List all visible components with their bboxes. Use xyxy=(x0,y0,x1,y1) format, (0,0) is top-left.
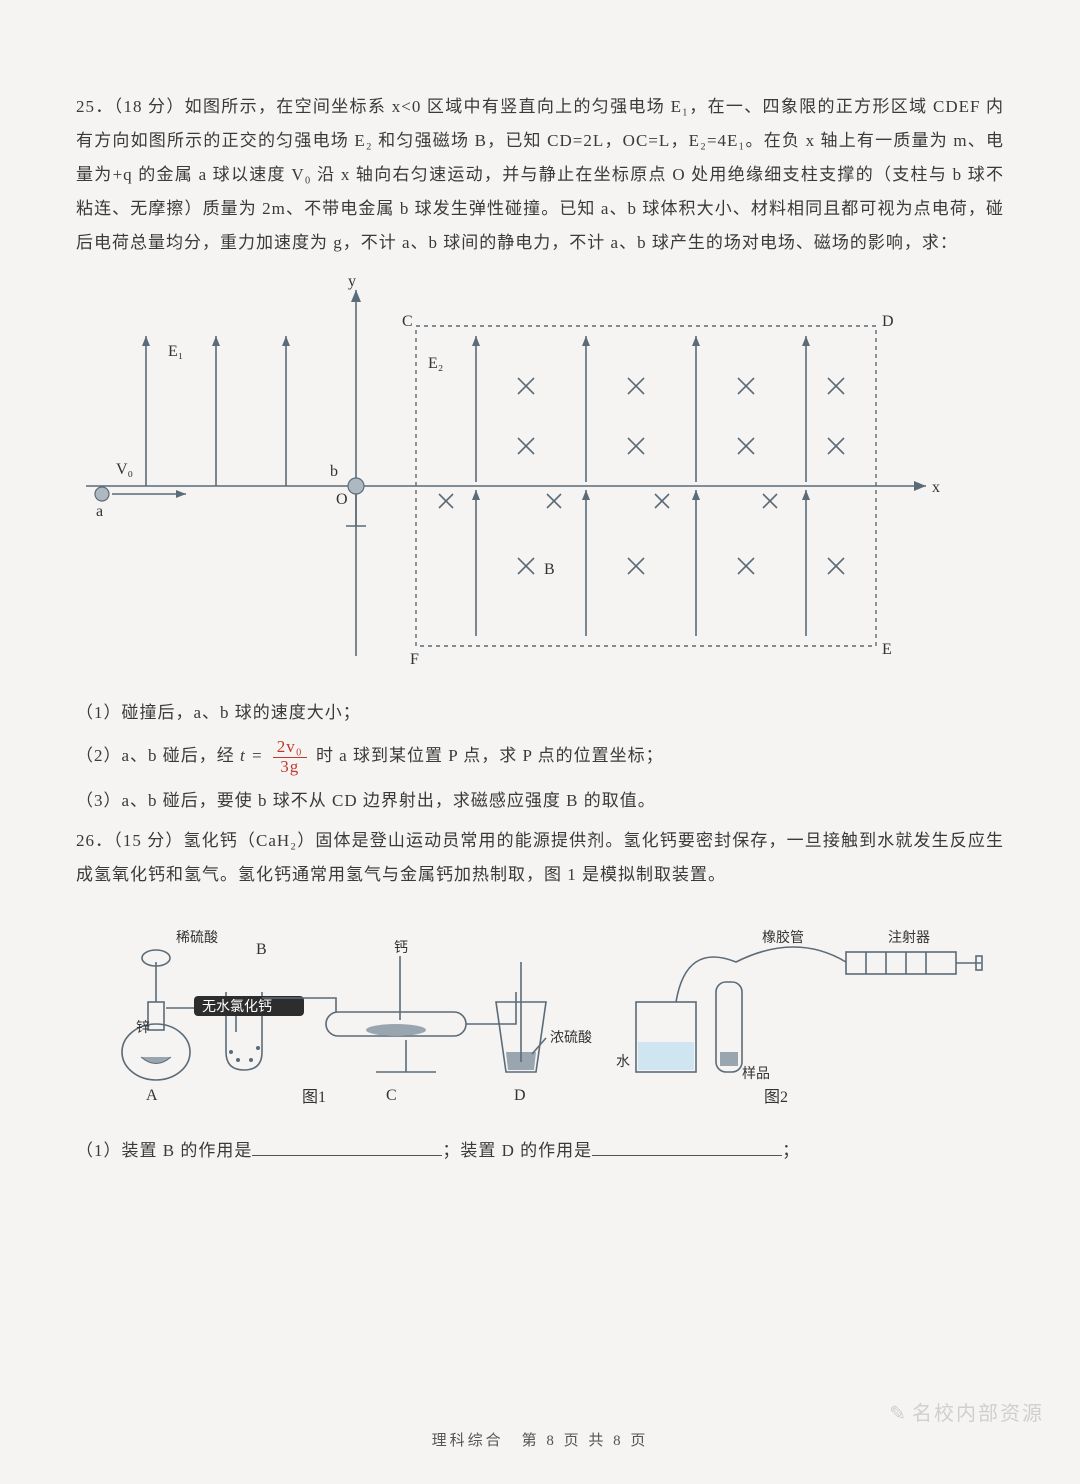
chemistry-figure: 稀硫酸 A 锌 B 无水氯化钙 钙 C 浓硫酸 D 图1 水 样品 橡胶管 注射… xyxy=(76,902,1004,1124)
svg-text:D: D xyxy=(514,1087,526,1104)
q25-sub1: （1）碰撞后，a、b 球的速度大小； xyxy=(76,696,1004,730)
q25-body: 如图所示，在空间坐标系 x<0 区域中有竖直向上的匀强电场 E₁，在一、四象限的… xyxy=(76,97,1004,252)
q25-sub2-post: 时 a 球到某位置 P 点，求 P 点的位置坐标； xyxy=(311,746,664,765)
o-label: O xyxy=(336,491,348,508)
t-eq: t = xyxy=(240,746,263,765)
e1-arrows xyxy=(142,336,290,486)
frac-num: 2v₀ xyxy=(273,738,307,758)
svg-text:样品: 样品 xyxy=(742,1066,770,1082)
svg-text:注射器: 注射器 xyxy=(888,930,930,946)
physics-figure: x y E₁ V₀ a b O C D E F E₂ xyxy=(76,276,1004,678)
svg-text:图1: 图1 xyxy=(302,1089,326,1106)
e1-label: E₁ xyxy=(168,343,183,360)
q25-paragraph: 25．（18 分）如图所示，在空间坐标系 x<0 区域中有竖直向上的匀强电场 E… xyxy=(76,90,1004,260)
b-field-crosses xyxy=(439,378,844,574)
axis-y-label: y xyxy=(348,276,356,290)
fraction: 2v₀ 3g xyxy=(273,738,307,776)
q25-sub2-pre: （2）a、b 碰后，经 xyxy=(76,746,240,765)
b-label: b xyxy=(330,463,338,480)
q25-sub3: （3）a、b 碰后，要使 b 球不从 CD 边界射出，求磁感应强度 B 的取值。 xyxy=(76,784,1004,818)
watermark: ✎名校内部资源 xyxy=(889,1394,1044,1434)
c-label: C xyxy=(402,313,413,330)
q26-sub1-a: （1）装置 B 的作用是 xyxy=(76,1141,252,1160)
svg-text:A: A xyxy=(146,1087,158,1104)
svg-text:钙: 钙 xyxy=(394,940,408,956)
e-label: E xyxy=(882,641,892,658)
e2-label: E₂ xyxy=(428,355,443,372)
q26-sub1-b: ；装置 D 的作用是 xyxy=(442,1141,592,1160)
svg-text:C: C xyxy=(386,1087,397,1104)
q26-sub1-c: ； xyxy=(782,1141,800,1160)
q26-body: 氢化钙（CaH₂）固体是登山运动员常用的能源提供剂。氢化钙要密封保存，一旦接触到… xyxy=(76,831,1004,884)
svg-text:无水氯化钙: 无水氯化钙 xyxy=(202,999,272,1015)
f-label: F xyxy=(410,651,419,666)
q26-prefix: 26．（15 分） xyxy=(76,831,184,850)
q25-prefix: 25．（18 分） xyxy=(76,97,185,116)
v0-label: V₀ xyxy=(116,461,133,478)
q25-sub2: （2）a、b 碰后，经 t = 2v₀ 3g 时 a 球到某位置 P 点，求 P… xyxy=(76,738,1004,776)
a-label: a xyxy=(96,503,103,520)
svg-text:浓硫酸: 浓硫酸 xyxy=(550,1030,592,1046)
blank-d[interactable] xyxy=(592,1139,782,1156)
q26-sub1: （1）装置 B 的作用是 ；装置 D 的作用是 ； xyxy=(76,1134,1004,1168)
frac-den: 3g xyxy=(273,758,307,777)
svg-text:B: B xyxy=(256,941,267,958)
d-label: D xyxy=(882,313,894,330)
svg-text:橡胶管: 橡胶管 xyxy=(762,929,804,946)
axis-x-label: x xyxy=(932,479,940,496)
svg-text:稀硫酸: 稀硫酸 xyxy=(176,930,218,946)
blank-b[interactable] xyxy=(252,1139,442,1156)
b-label-field: B xyxy=(544,561,555,578)
watermark-text: 名校内部资源 xyxy=(912,1403,1044,1425)
svg-text:图2: 图2 xyxy=(764,1089,788,1106)
watermark-icon: ✎ xyxy=(889,1403,908,1425)
q26-paragraph: 26．（15 分）氢化钙（CaH₂）固体是登山运动员常用的能源提供剂。氢化钙要密… xyxy=(76,824,1004,892)
svg-text:水: 水 xyxy=(616,1054,630,1070)
svg-text:锌: 锌 xyxy=(136,1020,150,1036)
